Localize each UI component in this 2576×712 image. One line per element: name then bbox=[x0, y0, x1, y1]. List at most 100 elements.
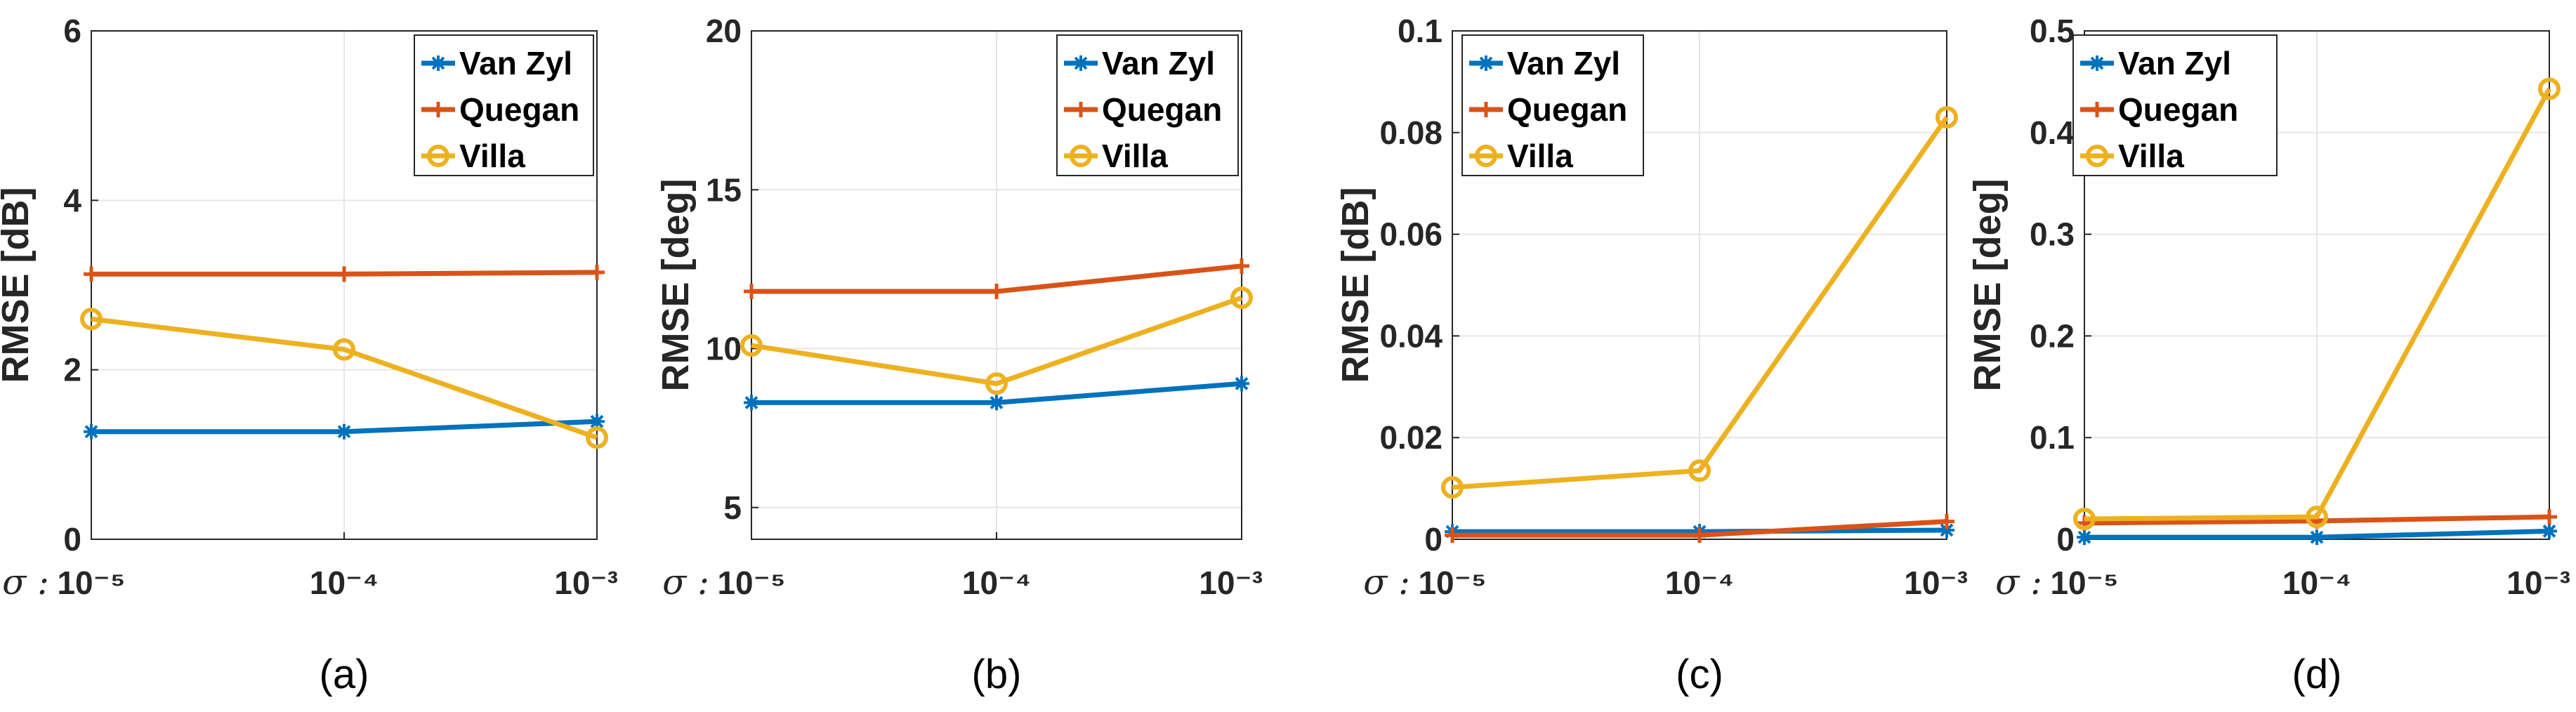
y-axis-label: RMSE [dB] bbox=[1334, 187, 1376, 383]
point-1-0-plus-marker bbox=[84, 266, 99, 282]
x-tick-label: 10⁻³ bbox=[1904, 565, 1968, 601]
point-2-2-circle-marker bbox=[586, 426, 608, 449]
x-tick-label: 10⁻³ bbox=[2506, 565, 2570, 601]
point-0-1-star-marker bbox=[989, 395, 1004, 411]
point-0-2-star-marker bbox=[2542, 523, 2557, 539]
legend-label: Quegan bbox=[1102, 91, 1222, 128]
point-2-1-circle-marker bbox=[1688, 459, 1711, 482]
y-tick-label: 10 bbox=[706, 331, 742, 367]
x-tick-label: 10⁻⁵ bbox=[57, 565, 125, 601]
y-tick-label: 4 bbox=[63, 182, 81, 218]
legend-label: Van Zyl bbox=[1507, 45, 1620, 81]
y-tick-label: 15 bbox=[706, 171, 742, 208]
x-tick-label: 10⁻⁴ bbox=[2282, 565, 2351, 601]
point-1-2-plus-marker bbox=[2542, 509, 2557, 525]
point-legend-0-0-star-marker bbox=[1478, 55, 1494, 71]
chart-2: 5 10 15 20 10⁻⁵ 10⁻⁴ 10⁻³ σ : RMSE [deg] (b) Van Z… bbox=[655, 13, 1263, 697]
point-2-1-circle-marker bbox=[333, 338, 355, 361]
legend-label: Van Zyl bbox=[459, 45, 572, 81]
legend-label: Villa bbox=[459, 138, 525, 174]
legend-label: Van Zyl bbox=[1102, 45, 1215, 81]
y-tick-label: 0.04 bbox=[1379, 317, 1443, 354]
chart-caption: (c) bbox=[1676, 652, 1723, 697]
y-tick-label: 6 bbox=[63, 13, 81, 49]
y-tick-label: 0 bbox=[63, 521, 81, 558]
y-tick-label: 5 bbox=[723, 489, 742, 526]
series-line-villa bbox=[751, 295, 1243, 386]
legend-label: Van Zyl bbox=[2118, 45, 2231, 81]
x-axis-sigma-label: σ : bbox=[1363, 562, 1410, 602]
legend: Van Zyl Quegan Villa bbox=[1056, 34, 1239, 176]
point-1-1-plus-marker bbox=[336, 266, 352, 282]
point-legend-2-0-circle-marker bbox=[427, 145, 449, 167]
point-legend-2-0-circle-marker bbox=[2086, 145, 2108, 167]
point-2-0-circle-marker bbox=[80, 308, 103, 331]
y-tick-label: 0.4 bbox=[2030, 114, 2075, 151]
x-tick-label: 10⁻⁴ bbox=[1665, 565, 1734, 601]
point-0-0-star-marker bbox=[2077, 529, 2092, 546]
x-tick-label: 10⁻⁵ bbox=[717, 565, 785, 601]
legend-label: Villa bbox=[1102, 138, 1168, 174]
y-tick-label: 0 bbox=[1424, 521, 1443, 558]
point-1-1-plus-marker bbox=[1692, 527, 1707, 543]
series-line-villa bbox=[2084, 87, 2552, 522]
y-tick-label: 2 bbox=[63, 352, 81, 388]
point-legend-1-0-plus-marker bbox=[431, 102, 446, 117]
x-tick-label: 10⁻³ bbox=[554, 565, 618, 601]
legend-label: Quegan bbox=[2118, 91, 2238, 128]
legend-label: Quegan bbox=[1507, 91, 1627, 128]
chart-caption: (b) bbox=[972, 652, 1022, 697]
chart-4: 0 0.1 0.2 0.3 0.4 0.5 10⁻⁵ 10⁻⁴ 10⁻³ σ : RMSE [deg… bbox=[1966, 13, 2570, 697]
point-1-1-plus-marker bbox=[989, 284, 1004, 300]
y-tick-label: 0.3 bbox=[2030, 216, 2075, 253]
point-2-2-circle-marker bbox=[1936, 106, 1958, 129]
point-2-2-circle-marker bbox=[2538, 77, 2561, 100]
chart-3: 0 0.02 0.04 0.06 0.08 0.1 10⁻⁵ 10⁻⁴ 10⁻³ σ : RMSE … bbox=[1334, 13, 1968, 697]
point-0-0-star-marker bbox=[84, 423, 99, 440]
point-legend-1-0-plus-marker bbox=[1478, 102, 1494, 117]
y-tick-label: 0.1 bbox=[1398, 13, 1443, 49]
legend: Van Zyl Quegan Villa bbox=[414, 34, 594, 176]
point-1-2-plus-marker bbox=[589, 264, 605, 280]
x-axis-sigma-label: σ : bbox=[2, 562, 49, 602]
x-axis-sigma-label: σ : bbox=[1995, 562, 2042, 602]
point-0-1-star-marker bbox=[2309, 529, 2325, 546]
point-0-0-star-marker bbox=[744, 395, 759, 411]
y-axis-label: RMSE [deg] bbox=[655, 179, 697, 392]
point-legend-2-0-circle-marker bbox=[1070, 145, 1092, 167]
y-axis-label: RMSE [dB] bbox=[0, 187, 37, 383]
point-2-0-circle-marker bbox=[2073, 508, 2096, 531]
point-2-0-circle-marker bbox=[1441, 476, 1464, 499]
point-legend-0-0-star-marker bbox=[2089, 55, 2105, 71]
legend: Van Zyl Quegan Villa bbox=[1461, 34, 1644, 176]
x-tick-label: 10⁻⁵ bbox=[2050, 565, 2118, 601]
point-legend-0-0-star-marker bbox=[431, 55, 446, 71]
point-2-2-circle-marker bbox=[1230, 286, 1253, 310]
point-1-0-plus-marker bbox=[744, 284, 759, 300]
point-2-1-circle-marker bbox=[2306, 506, 2328, 529]
legend-label: Villa bbox=[2118, 138, 2184, 174]
chart-caption: (a) bbox=[320, 652, 369, 697]
point-0-2-star-marker bbox=[1234, 376, 1249, 392]
point-2-1-circle-marker bbox=[985, 372, 1008, 395]
point-1-2-plus-marker bbox=[1234, 258, 1249, 274]
legend: Van Zyl Quegan Villa bbox=[2072, 34, 2278, 176]
point-legend-0-0-star-marker bbox=[1073, 55, 1089, 71]
point-0-1-star-marker bbox=[336, 423, 352, 440]
point-0-2-star-marker bbox=[589, 414, 605, 430]
x-tick-label: 10⁻³ bbox=[1199, 565, 1263, 601]
x-axis-sigma-label: σ : bbox=[662, 562, 709, 602]
y-tick-label: 0.1 bbox=[2030, 419, 2075, 456]
y-tick-label: 0.08 bbox=[1379, 114, 1443, 151]
point-0-2-star-marker bbox=[1939, 522, 1954, 538]
legend-label: Quegan bbox=[459, 91, 579, 128]
x-tick-label: 10⁻⁵ bbox=[1418, 565, 1486, 601]
point-legend-1-0-plus-marker bbox=[1073, 102, 1089, 117]
x-tick-label: 10⁻⁴ bbox=[962, 565, 1031, 601]
point-2-0-circle-marker bbox=[740, 334, 763, 357]
point-legend-2-0-circle-marker bbox=[1475, 145, 1497, 167]
chart-caption: (d) bbox=[2292, 652, 2342, 697]
point-1-0-plus-marker bbox=[1445, 527, 1460, 543]
y-tick-label: 20 bbox=[706, 13, 742, 49]
